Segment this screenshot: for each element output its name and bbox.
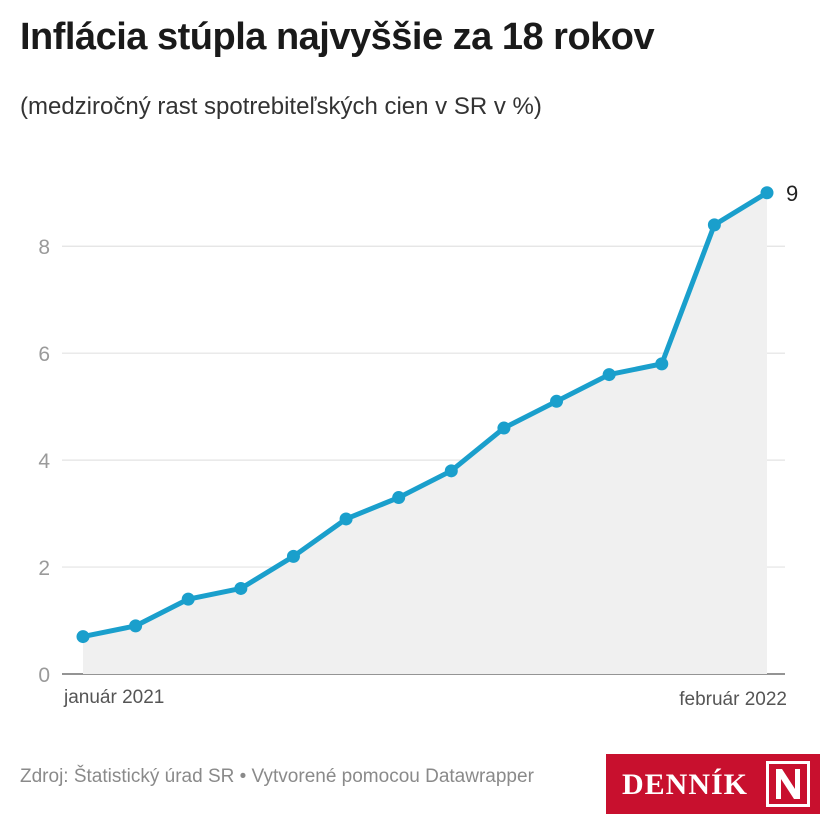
y-tick-label: 2	[38, 557, 50, 580]
y-tick-label: 6	[38, 343, 50, 366]
data-point	[602, 368, 616, 382]
inflation-chart: 0 2 4 6 8 9 január 2021 február 2022	[38, 181, 798, 710]
data-point	[760, 186, 774, 200]
y-axis-ticks: 0 2 4 6 8	[38, 236, 50, 687]
area-fill	[83, 192, 767, 674]
data-point	[392, 491, 406, 505]
data-point	[129, 619, 143, 633]
chart-title: Inflácia stúpla najvyššie za 18 rokov	[20, 16, 655, 58]
y-tick-label: 4	[38, 450, 50, 473]
data-point	[76, 630, 90, 644]
data-point	[655, 357, 669, 371]
data-points	[76, 186, 774, 644]
x-tick-label-first: január 2021	[63, 687, 164, 708]
data-point	[707, 218, 721, 232]
data-point	[286, 549, 300, 563]
chart-subtitle: (medziročný rast spotrebiteľských cien v…	[20, 93, 542, 120]
logo-wordmark: DENNÍK	[622, 768, 749, 801]
end-value-label: 9	[786, 181, 798, 206]
source-note: Zdroj: Štatistický úrad SR • Vytvorené p…	[20, 766, 534, 787]
y-tick-label: 0	[38, 664, 50, 687]
data-point	[497, 421, 511, 435]
data-point	[234, 581, 248, 595]
dennik-n-logo[interactable]: DENNÍK	[606, 754, 820, 814]
data-point	[550, 394, 564, 408]
series-line	[80, 190, 770, 640]
data-point	[181, 592, 195, 606]
data-point	[444, 464, 458, 478]
y-tick-label: 8	[38, 236, 50, 259]
logo-n-icon	[766, 761, 810, 807]
x-tick-label-last: február 2022	[679, 689, 787, 710]
data-point	[339, 512, 353, 526]
